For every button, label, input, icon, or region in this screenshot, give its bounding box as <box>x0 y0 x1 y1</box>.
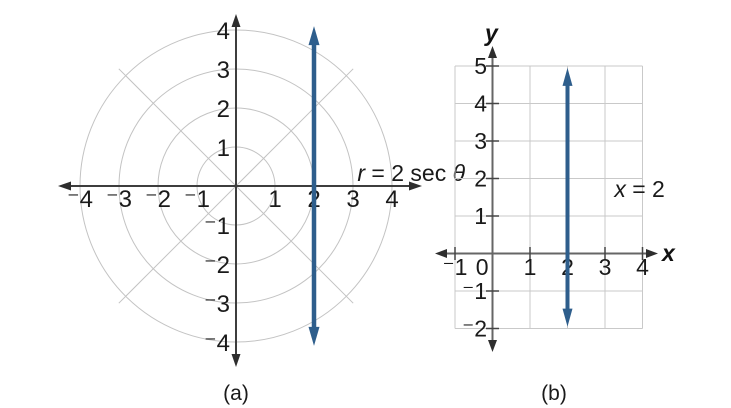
curve-top-arrow-icon <box>308 26 320 46</box>
y-axis-bottom-arrow-icon <box>231 354 241 367</box>
x-tick-label: ⁻3 <box>106 186 132 213</box>
polar-gridline-ray <box>235 185 354 304</box>
equation-x-symbol: x <box>614 176 626 202</box>
y-tick-label: 3 <box>217 57 230 84</box>
y-tick-label: 2 <box>474 166 487 192</box>
x-axis-letter: x <box>662 240 675 266</box>
x-tick-label: ⁻1 <box>184 186 210 213</box>
equation-value-text: = 2 <box>625 176 665 202</box>
equation-r-symbol: r <box>357 160 366 186</box>
x-tick-label: ⁻4 <box>67 186 93 213</box>
y-axis-top-arrow-icon <box>231 14 241 27</box>
x-axis-right-arrow-icon <box>409 181 422 191</box>
y-tick-label: 2 <box>217 96 230 123</box>
polar-gridline-ray <box>235 68 354 187</box>
y-tick-label: ⁻3 <box>204 291 230 318</box>
y-tick-label: ⁻1 <box>462 278 487 304</box>
x-tick-label: 1 <box>524 254 537 280</box>
curve-top-arrow-icon <box>562 67 573 86</box>
y-tick-label: 4 <box>217 18 230 45</box>
y-tick-label: 3 <box>474 128 487 154</box>
y-tick-label: 1 <box>217 135 230 162</box>
caption-a: (a) <box>223 382 249 405</box>
y-axis-bottom-arrow-icon <box>488 340 497 352</box>
x-tick-label: ⁻2 <box>145 186 171 213</box>
y-tick-label: ⁻1 <box>204 213 230 240</box>
x-tick-label: 3 <box>599 254 612 280</box>
polar-gridline-ray <box>118 68 237 187</box>
x-axis-left-arrow-icon <box>435 249 447 258</box>
x-axis-right-arrow-icon <box>646 249 658 258</box>
y-axis-letter: y <box>485 20 498 46</box>
x-tick-label: 4 <box>385 186 398 213</box>
y-axis-top-arrow-icon <box>488 46 497 58</box>
curve-bottom-arrow-icon <box>308 326 320 346</box>
y-tick-label: ⁻4 <box>204 330 230 357</box>
y-tick-label: 4 <box>474 91 487 117</box>
x-tick-label: 1 <box>268 186 281 213</box>
x-tick-label: 3 <box>346 186 359 213</box>
polar-equation-label: r = 2 sec θ <box>319 133 465 214</box>
polar-gridline-ray <box>118 185 237 304</box>
x-axis-left-arrow-icon <box>58 181 71 191</box>
y-tick-label: ⁻2 <box>204 252 230 279</box>
y-tick-label: 1 <box>474 203 487 229</box>
x-tick-label: ⁻1 <box>443 254 468 280</box>
x-tick-label: 4 <box>636 254 649 280</box>
caption-b: (b) <box>541 382 567 405</box>
y-tick-label: 5 <box>474 53 487 79</box>
cartesian-equation-label: x = 2 <box>576 149 665 230</box>
y-tick-label: ⁻2 <box>462 316 487 342</box>
curve-bottom-arrow-icon <box>562 308 573 327</box>
origin-tick-label: 0 <box>476 254 489 280</box>
equation-theta-symbol: θ <box>452 160 466 186</box>
equation-mid-text: = 2 sec <box>365 160 453 186</box>
